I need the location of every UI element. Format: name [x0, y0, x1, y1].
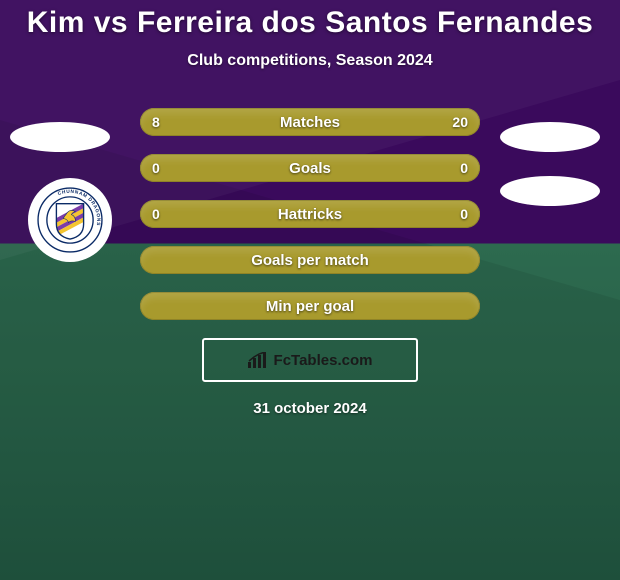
brand-chart-icon: [248, 352, 268, 368]
stat-bar-left: [140, 246, 310, 274]
stat-bar: Min per goal: [140, 292, 480, 320]
stat-bar: 00Hattricks: [140, 200, 480, 228]
subtitle: Club competitions, Season 2024: [0, 52, 620, 70]
brand-text: FcTables.com: [274, 352, 373, 369]
brand-box: FcTables.com: [202, 338, 418, 382]
stat-bar-left: [140, 200, 310, 228]
stat-bar-right: [310, 246, 480, 274]
stat-bar-right: [310, 154, 480, 182]
stats-bars: 820Matches 00Goals 00Hattricks Goals per ma…: [140, 108, 480, 320]
stat-bar: Goals per match: [140, 246, 480, 274]
page-title: Kim vs Ferreira dos Santos Fernandes: [0, 6, 620, 40]
stat-bar-left: [140, 154, 310, 182]
stat-bar-right: [237, 108, 480, 136]
date-text: 31 october 2024: [0, 400, 620, 417]
stat-bar-right: [310, 200, 480, 228]
stat-bar-left: [140, 108, 237, 136]
stat-bar: 820Matches: [140, 108, 480, 136]
stat-bar: 00Goals: [140, 154, 480, 182]
stat-bar-right: [310, 292, 480, 320]
stat-bar-left: [140, 292, 310, 320]
